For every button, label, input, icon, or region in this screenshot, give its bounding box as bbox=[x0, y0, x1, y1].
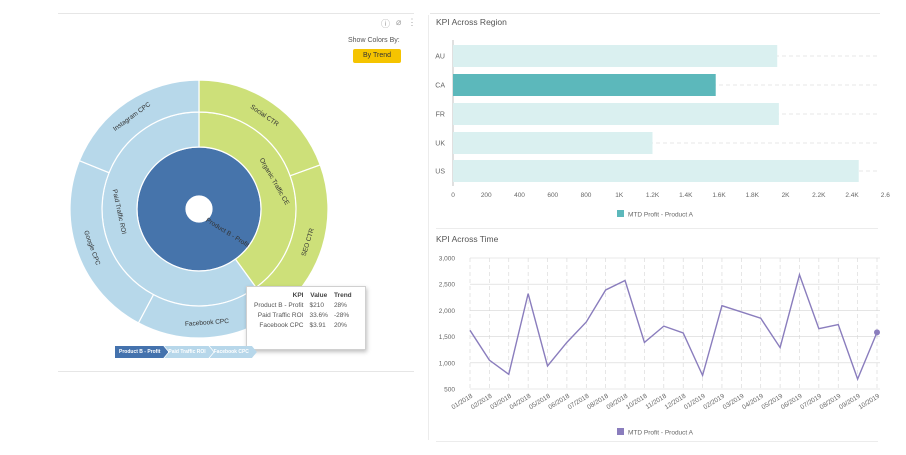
left-panel-bottom-divider bbox=[58, 371, 414, 372]
bar-au[interactable] bbox=[453, 45, 778, 67]
line-x-tick-label: 10/2018 bbox=[625, 393, 649, 412]
bar-x-tick-label: 1.2K bbox=[646, 192, 660, 199]
line-last-point[interactable] bbox=[874, 329, 880, 336]
region-chart-bottom-divider bbox=[436, 228, 878, 229]
by-trend-button[interactable]: By Trend bbox=[353, 49, 401, 63]
tooltip-kpi: Facebook CPC bbox=[259, 321, 304, 329]
tooltip-trend: 20% bbox=[333, 321, 347, 329]
bar-x-tick-label: 2.6 bbox=[881, 192, 890, 199]
tooltip-row: Product B - Profit $210 28% bbox=[251, 300, 355, 310]
breadcrumb: Product B - Profit Paid Traffic ROI Face… bbox=[115, 346, 253, 358]
bar-category-label: UK bbox=[435, 141, 445, 148]
region-bar-chart: AU CA FR UK US 0 200 400 600 800 1K 1.2K 1.4K 1.6K 1.8… bbox=[435, 40, 890, 219]
bar-category-label: FR bbox=[436, 112, 445, 119]
bar-x-tick-label: 200 bbox=[481, 192, 492, 199]
panel-toolbar: ⓘ ⌀ ⋮ bbox=[381, 17, 416, 30]
bar-x-tick-label: 600 bbox=[547, 192, 558, 199]
breadcrumb-item-paid-traffic-roi[interactable]: Paid Traffic ROI bbox=[164, 346, 213, 358]
line-y-tick-label: 2,000 bbox=[439, 308, 456, 315]
tooltip-kpi: Paid Traffic ROI bbox=[257, 311, 304, 319]
tooltip-value: $210 bbox=[309, 301, 324, 309]
bar-x-tick-label: 1.4K bbox=[679, 192, 693, 199]
bar-us[interactable] bbox=[453, 160, 859, 182]
bar-x-tick-label: 800 bbox=[581, 192, 592, 199]
bar-legend-label: MTD Profit - Product A bbox=[628, 212, 694, 219]
line-legend-label: MTD Profit - Product A bbox=[628, 430, 694, 437]
top-divider-left bbox=[58, 13, 414, 14]
top-divider-right bbox=[430, 13, 880, 14]
line-series[interactable] bbox=[469, 272, 878, 381]
bar-legend-swatch bbox=[617, 210, 624, 217]
bar-uk[interactable] bbox=[453, 132, 653, 154]
tooltip-value: $3.91 bbox=[309, 321, 326, 329]
bar-x-tick-label: 2.2K bbox=[812, 192, 826, 199]
bar-ca[interactable] bbox=[453, 74, 716, 96]
bar-x-tick-label: 2K bbox=[782, 192, 791, 199]
bar-x-tick-label: 0 bbox=[451, 192, 455, 199]
show-colors-label: Show Colors By: bbox=[348, 37, 400, 44]
tooltip-row: Paid Traffic ROI 33.6% -28% bbox=[251, 310, 355, 320]
breadcrumb-item-facebook-cpc[interactable]: Facebook CPC bbox=[210, 346, 257, 358]
breadcrumb-item-product-b-profit[interactable]: Product B - Profit bbox=[115, 346, 168, 358]
time-chart-bottom-divider bbox=[436, 441, 878, 442]
line-x-tick-label: 10/2019 bbox=[857, 393, 881, 412]
bar-x-tick-label: 400 bbox=[514, 192, 525, 199]
line-legend-swatch bbox=[617, 428, 624, 435]
bar-x-tick-label: 1K bbox=[615, 192, 624, 199]
tooltip-header-kpi: KPI bbox=[292, 292, 304, 299]
panel-divider bbox=[428, 15, 429, 440]
bar-x-tick-label: 1.6K bbox=[712, 192, 726, 199]
tooltip-trend: -28% bbox=[333, 311, 350, 319]
tooltip-header-value: Value bbox=[310, 292, 328, 299]
tooltip-header-trend: Trend bbox=[333, 292, 352, 299]
bar-x-tick-label: 1.8K bbox=[746, 192, 760, 199]
tooltip-row: Facebook CPC $3.91 20% bbox=[251, 320, 355, 330]
tooltip-trend: 28% bbox=[333, 301, 347, 309]
tooltip-value: 33.6% bbox=[309, 311, 328, 319]
more-options-icon[interactable]: ⋮ bbox=[407, 17, 417, 27]
line-y-tick-label: 1,500 bbox=[439, 334, 456, 341]
region-chart-title: KPI Across Region bbox=[436, 17, 507, 27]
attachment-icon[interactable]: ⌀ bbox=[396, 17, 402, 27]
kpi-tooltip: KPI Value Trend Product B - Profit $210 … bbox=[246, 286, 366, 350]
tooltip-kpi: Product B - Profit bbox=[254, 301, 304, 309]
bar-x-tick-label: 2.4K bbox=[845, 192, 859, 199]
time-chart-title: KPI Across Time bbox=[436, 234, 499, 244]
line-y-tick-label: 500 bbox=[444, 387, 455, 394]
bar-fr[interactable] bbox=[453, 103, 779, 125]
bar-category-label: AU bbox=[435, 54, 445, 61]
bar-category-label: US bbox=[435, 169, 445, 176]
bar-category-label: CA bbox=[435, 83, 445, 90]
line-y-tick-label: 1,000 bbox=[439, 360, 456, 367]
line-y-tick-label: 2,500 bbox=[439, 282, 456, 289]
info-icon[interactable]: ⓘ bbox=[381, 19, 391, 29]
line-y-tick-label: 3,000 bbox=[439, 256, 456, 263]
